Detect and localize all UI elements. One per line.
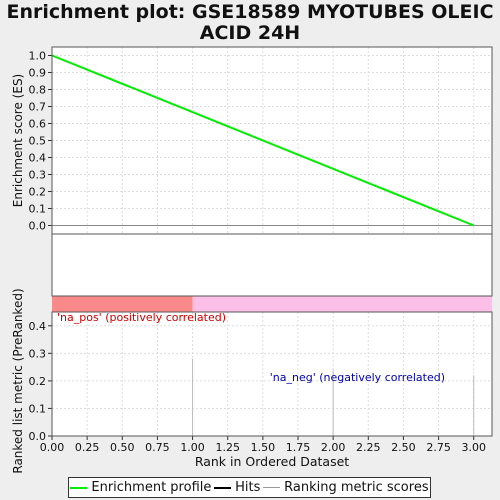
hits-panel-border xyxy=(51,233,493,297)
metric-ylabel: Ranked list metric (PreRanked) xyxy=(11,288,25,473)
legend-swatch-ranking xyxy=(263,487,281,488)
metric-ytick-label: 0.3 xyxy=(29,347,47,360)
metric-ytick-label: 0.4 xyxy=(29,320,47,333)
es-ytick-label: 0.8 xyxy=(29,84,47,97)
legend-label-ranking: Ranking metric scores xyxy=(284,480,429,495)
hits-panel-bg xyxy=(52,234,492,296)
metric-xtick-label: 0.75 xyxy=(145,441,170,454)
legend: Enrichment profile Hits Ranking metric s… xyxy=(68,477,431,498)
enrichment-profile-line xyxy=(51,54,475,227)
metric-xtick-label: 2.00 xyxy=(321,441,346,454)
legend-label-enrichment: Enrichment profile xyxy=(91,480,212,495)
metric-xtick-label: 3.00 xyxy=(461,441,486,454)
chart-title: Enrichment plot: GSE18589 MYOTUBES OLEIC… xyxy=(6,1,494,44)
es-ytick-label: 0.7 xyxy=(29,101,47,114)
metric-xtick-label: 1.75 xyxy=(286,441,311,454)
es-ytick-label: 0.5 xyxy=(29,135,47,148)
es-ytick-label: 0.6 xyxy=(29,118,47,131)
es-ylabel: Enrichment score (ES) xyxy=(11,74,25,207)
es-ytick-label: 0.3 xyxy=(29,169,47,182)
metric-xtick-label: 0.50 xyxy=(110,441,135,454)
metric-xtick-label: 2.50 xyxy=(391,441,416,454)
metric-xtick-label: 1.00 xyxy=(180,441,205,454)
negative-correlation-bar xyxy=(192,296,492,312)
legend-label-hits: Hits xyxy=(235,480,261,495)
es-ytick-label: 1.0 xyxy=(29,50,47,63)
legend-item-hits: Hits xyxy=(214,480,260,495)
positive-correlation-label: 'na_pos' (positively correlated) xyxy=(57,311,226,324)
legend-swatch-enrichment xyxy=(70,486,88,489)
es-ytick-label: 0.2 xyxy=(29,186,47,199)
es-ytick-label: 0.9 xyxy=(29,67,47,80)
metric-xlabel: Rank in Ordered Dataset xyxy=(195,454,349,469)
metric-ytick-label: 0.0 xyxy=(29,430,47,443)
es-ytick-label: 0.0 xyxy=(29,220,47,233)
positive-correlation-bar xyxy=(52,296,193,312)
metric-xtick-label: 2.75 xyxy=(426,441,451,454)
metric-xtick-label: 0.25 xyxy=(75,441,100,454)
es-ytick-label: 0.1 xyxy=(29,203,47,216)
negative-correlation-label: 'na_neg' (negatively correlated) xyxy=(270,371,445,384)
metric-xtick-label: 0.00 xyxy=(40,441,65,454)
metric-ytick-label: 0.1 xyxy=(29,402,47,415)
metric-xtick-label: 1.25 xyxy=(215,441,240,454)
legend-swatch-hits xyxy=(214,486,232,489)
metric-panel-border xyxy=(51,311,493,437)
es-ytick-label: 0.4 xyxy=(29,152,47,165)
legend-item-enrichment: Enrichment profile xyxy=(70,480,211,495)
legend-item-ranking: Ranking metric scores xyxy=(263,480,429,495)
metric-ytick-label: 0.2 xyxy=(29,375,47,388)
metric-xtick-label: 2.25 xyxy=(356,441,381,454)
metric-xtick-label: 1.50 xyxy=(251,441,276,454)
metric-panel-bg xyxy=(52,312,492,436)
